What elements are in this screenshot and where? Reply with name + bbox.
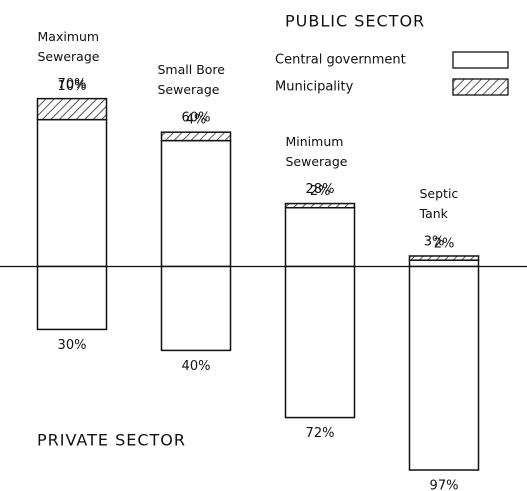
- value-label: 2%: [310, 184, 331, 199]
- bar-segment: [160, 131, 232, 142]
- category-label: Small Bore Sewerage: [157, 62, 225, 98]
- value-label: 70%: [58, 77, 87, 92]
- bar-segment: [284, 202, 356, 209]
- bar-segment: [408, 255, 480, 261]
- legend-label: Municipality: [275, 80, 354, 95]
- value-label: 3%: [424, 234, 445, 249]
- legend-swatch: [452, 51, 509, 69]
- legend-title: PUBLIC SECTOR: [285, 12, 425, 31]
- legend-label: Central government: [275, 53, 406, 68]
- bar-segment: [284, 265, 356, 419]
- value-label: 30%: [58, 338, 87, 353]
- bar-segment: [408, 259, 480, 268]
- category-label: Maximum Sewerage: [37, 28, 100, 64]
- bar-segment: [36, 97, 108, 121]
- value-label: 2%: [434, 236, 455, 251]
- bar-segment: [284, 206, 356, 268]
- bar-segment: [408, 265, 480, 471]
- value-label: 60%: [182, 111, 211, 126]
- value-label: 97%: [430, 479, 459, 491]
- value-label: 4%: [186, 113, 207, 128]
- bar-segment: [36, 118, 108, 268]
- value-label: 10%: [58, 79, 87, 94]
- private-label: PRIVATE SECTOR: [37, 431, 186, 450]
- bar-segment: [160, 265, 232, 352]
- category-label: Septic Tank: [419, 185, 459, 221]
- value-label: 40%: [182, 359, 211, 374]
- value-label: 72%: [306, 426, 335, 441]
- legend-swatch: [452, 78, 509, 96]
- bar-segment: [160, 139, 232, 268]
- category-label: Minimum Sewerage: [285, 133, 348, 169]
- value-label: 28%: [306, 182, 335, 197]
- bar-segment: [36, 265, 108, 331]
